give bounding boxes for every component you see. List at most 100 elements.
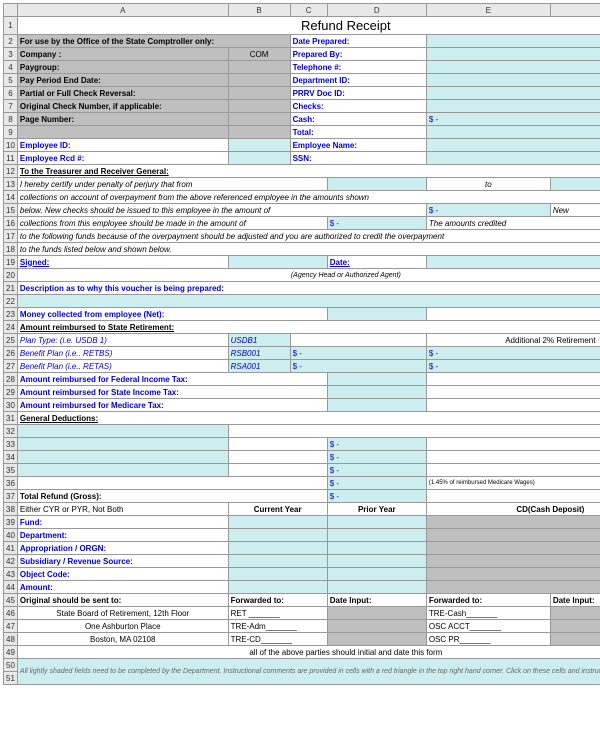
- fed-val[interactable]: [327, 373, 426, 386]
- total-val[interactable]: [426, 126, 600, 139]
- total-refund-val[interactable]: $ -: [327, 490, 426, 503]
- cypyr: Either CYR or PYR, Not Both: [17, 503, 228, 516]
- amount: Amount:: [17, 581, 228, 594]
- col-header-row: A B C D E F: [4, 4, 600, 17]
- dept-id-val[interactable]: [426, 74, 600, 87]
- signed-val[interactable]: [228, 256, 327, 269]
- dept-cy[interactable]: [228, 529, 327, 542]
- pay-period: Pay Period End Date:: [17, 74, 228, 87]
- orig-hdr: Original should be sent to:: [17, 594, 228, 607]
- date-prepared: Date Prepared:: [290, 35, 426, 48]
- objcode-py[interactable]: [327, 568, 426, 581]
- new-check-amt[interactable]: $ -: [426, 204, 550, 217]
- treasurer: To the Treasurer and Receiver General:: [17, 165, 600, 178]
- desc-val[interactable]: [17, 295, 600, 308]
- dept-py[interactable]: [327, 529, 426, 542]
- date-lbl: Date:: [327, 256, 426, 269]
- new-lbl: New: [550, 204, 600, 217]
- emp-rcd-val[interactable]: [228, 152, 290, 165]
- certify-4: collections from this employee should be…: [17, 217, 327, 230]
- med-tax: Amount reimbursed for Medicare Tax:: [17, 399, 327, 412]
- fwd2: Forwarded to:: [426, 594, 550, 607]
- certify-5: to the following funds because of the ov…: [17, 230, 600, 243]
- emp-id-val[interactable]: [228, 139, 290, 152]
- subsid: Subsidiary / Revenue Source:: [17, 555, 228, 568]
- d3[interactable]: [17, 451, 228, 464]
- dept: Department:: [17, 529, 228, 542]
- b2-amt[interactable]: $ -: [290, 360, 426, 373]
- fund-cy[interactable]: [228, 516, 327, 529]
- cd: CD(Cash Deposit): [426, 503, 600, 516]
- f2-2: OSC PR_______: [426, 633, 550, 646]
- f1-0: RET _______: [228, 607, 327, 620]
- objcode-cy[interactable]: [228, 568, 327, 581]
- b2-amt2[interactable]: $ -: [426, 360, 600, 373]
- reversal: Partial or Full Check Reversal:: [17, 87, 228, 100]
- fed-tax: Amount reimbursed for Federal Income Tax…: [17, 373, 327, 386]
- approp-py[interactable]: [327, 542, 426, 555]
- retire-hdr: Amount reimbursed to State Retirement:: [17, 321, 600, 334]
- date-prepared-val[interactable]: [426, 35, 600, 48]
- telephone-val[interactable]: [426, 61, 600, 74]
- benefit-1-val[interactable]: RSB001: [228, 347, 290, 360]
- state-val[interactable]: [327, 386, 426, 399]
- f2-0: TRE-Cash_______: [426, 607, 550, 620]
- b1-amt[interactable]: $ -: [290, 347, 426, 360]
- checks: Checks:: [290, 100, 426, 113]
- d2[interactable]: [17, 438, 228, 451]
- d1[interactable]: [17, 425, 228, 438]
- prrv-val[interactable]: [426, 87, 600, 100]
- di1: Date Input:: [327, 594, 426, 607]
- med-val[interactable]: [327, 399, 426, 412]
- f2-1: OSC ACCT_______: [426, 620, 550, 633]
- benefit-1: Benefit Plan (i.e.. RETBS): [17, 347, 228, 360]
- plan-type: Plan Type: (i.e. USDB 1): [17, 334, 228, 347]
- approp-cy[interactable]: [228, 542, 327, 555]
- title: Refund Receipt: [17, 17, 600, 35]
- benefit-2-val[interactable]: RSA001: [228, 360, 290, 373]
- b1-amt2[interactable]: $ -: [426, 347, 600, 360]
- approp: Appropriation / ORGN:: [17, 542, 228, 555]
- amount-cy[interactable]: [228, 581, 327, 594]
- cash-val[interactable]: $ -: [426, 113, 600, 126]
- fwd1: Forwarded to:: [228, 594, 327, 607]
- state-tax: Amount reimbursed for State Income Tax:: [17, 386, 327, 399]
- orig-foot: all of the above parties should initial …: [17, 646, 600, 659]
- emp-rcd: Employee Rcd #:: [17, 152, 228, 165]
- prrv: PRRV Doc ID:: [290, 87, 426, 100]
- certify-3: below. New checks should be issued to th…: [17, 204, 426, 217]
- orig-check: Original Check Number, if applicable:: [17, 100, 228, 113]
- spreadsheet: A B C D E F 1Refund Receipt 2For use by …: [3, 3, 600, 685]
- med-note: (1.45% of reimbursed Medicare Wages): [426, 477, 600, 490]
- company-lbl: Company :: [17, 48, 228, 61]
- left-hdr: For use by the Office of the State Compt…: [17, 35, 290, 48]
- subsid-cy[interactable]: [228, 555, 327, 568]
- plan-type-val[interactable]: USDB1: [228, 334, 290, 347]
- d4[interactable]: [17, 464, 228, 477]
- date-val[interactable]: [426, 256, 600, 269]
- certify-1: I hereby certify under penalty of perjur…: [17, 178, 327, 191]
- emp-name: Employee Name:: [290, 139, 426, 152]
- d3v[interactable]: $ -: [327, 451, 426, 464]
- total-refund: Total Refund (Gross):: [17, 490, 327, 503]
- addr1: State Board of Retirement, 12th Floor: [17, 607, 228, 620]
- fund-py[interactable]: [327, 516, 426, 529]
- to-val[interactable]: [550, 178, 600, 191]
- money-val[interactable]: [327, 308, 426, 321]
- emp-name-val[interactable]: [426, 139, 600, 152]
- paygroup: Paygroup:: [17, 61, 228, 74]
- d5v[interactable]: $ -: [327, 477, 426, 490]
- addr3: Boston, MA 02108: [17, 633, 228, 646]
- d4v[interactable]: $ -: [327, 464, 426, 477]
- checks-val[interactable]: [426, 100, 600, 113]
- prepared-by-val[interactable]: [426, 48, 600, 61]
- amount-py[interactable]: [327, 581, 426, 594]
- ssn-val[interactable]: [426, 152, 600, 165]
- prepared-by: Prepared By:: [290, 48, 426, 61]
- subsid-py[interactable]: [327, 555, 426, 568]
- dept-id: Department ID:: [290, 74, 426, 87]
- coll-amt[interactable]: $ -: [327, 217, 426, 230]
- d2v[interactable]: $ -: [327, 438, 426, 451]
- f1-2: TRE-CD_______: [228, 633, 327, 646]
- from-val[interactable]: [327, 178, 426, 191]
